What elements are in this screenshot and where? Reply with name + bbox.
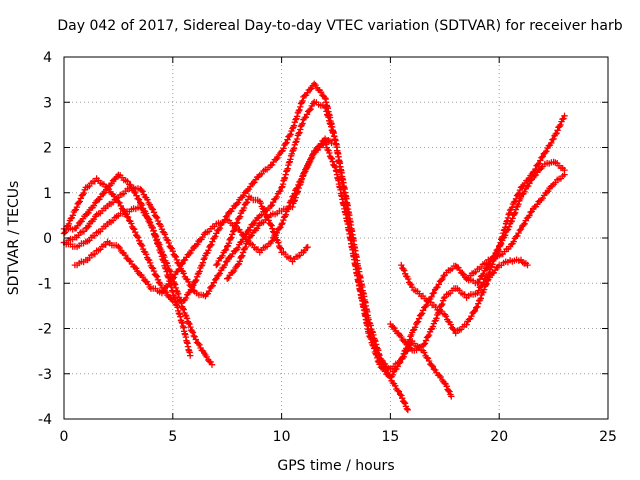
x-axis-label: GPS time / hours xyxy=(277,458,394,474)
y-tick-label: 0 xyxy=(43,231,52,247)
y-tick-label: 4 xyxy=(43,50,52,66)
x-tick-label: 0 xyxy=(60,429,69,445)
series-track-9 xyxy=(387,113,568,354)
series-track-5 xyxy=(72,139,455,399)
x-tick-label: 15 xyxy=(381,429,399,445)
y-tick-label: -4 xyxy=(38,412,52,428)
y-tick-label: 3 xyxy=(43,95,52,111)
series-markers xyxy=(463,171,567,282)
series-markers xyxy=(61,81,568,381)
series-track-3 xyxy=(61,99,411,413)
sdtvar-chart: Day 042 of 2017, Sidereal Day-to-day VTE… xyxy=(0,0,640,480)
x-tick-label: 25 xyxy=(599,429,617,445)
data-series xyxy=(61,81,568,414)
series-markers xyxy=(72,139,455,399)
x-tick-label: 10 xyxy=(273,429,291,445)
y-tick-label: -3 xyxy=(38,367,52,383)
series-track-1 xyxy=(61,81,568,381)
grid-lines xyxy=(64,57,608,419)
y-tick-label: 1 xyxy=(43,186,52,202)
y-tick-label: -1 xyxy=(38,276,52,292)
y-tick-label: 2 xyxy=(43,141,52,157)
series-track-10 xyxy=(463,171,567,282)
x-tick-label: 20 xyxy=(490,429,508,445)
series-markers xyxy=(387,113,568,354)
y-tick-label: -2 xyxy=(38,322,52,338)
series-markers xyxy=(61,99,411,413)
x-tick-label: 5 xyxy=(168,429,177,445)
y-axis-label: SDTVAR / TECUs xyxy=(6,181,22,296)
chart-title: Day 042 of 2017, Sidereal Day-to-day VTE… xyxy=(57,18,622,34)
